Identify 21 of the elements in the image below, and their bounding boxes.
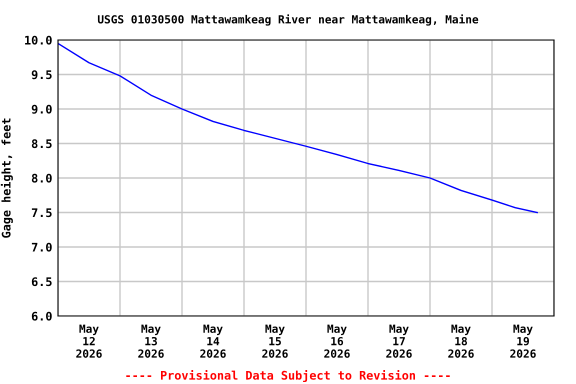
y-tick-label: 6.0	[32, 312, 52, 321]
x-tick-label: May 12 2026	[76, 324, 102, 358]
x-tick-label: May 17 2026	[386, 324, 412, 358]
y-tick-label: 6.5	[32, 277, 52, 286]
x-tick-label: May 18 2026	[448, 324, 474, 358]
x-tick-label: May 15 2026	[262, 324, 288, 358]
y-axis-title: Gage height, feet	[0, 118, 13, 238]
chart-title: USGS 01030500 Mattawamkeag River near Mattawamkeag, Maine	[98, 14, 478, 26]
x-tick-label: May 16 2026	[324, 324, 350, 358]
line-series	[58, 42, 538, 214]
x-tick-label: May 14 2026	[200, 324, 226, 358]
y-tick-label: 10.0	[25, 36, 52, 45]
x-tick-label: May 19 2026	[510, 324, 536, 358]
y-tick-label: 7.5	[32, 208, 52, 218]
y-tick-label: 9.5	[32, 70, 52, 80]
text: ---- Provisional Data Subject to Revision ----	[126, 370, 450, 382]
y-tick-label: 8.0	[32, 174, 52, 183]
y-tick-label: 9.0	[32, 104, 52, 114]
x-tick-label: May 13 2026	[138, 324, 164, 358]
y-tick-label: 8.5	[32, 139, 52, 148]
y-tick-label: 7.0	[32, 242, 52, 252]
